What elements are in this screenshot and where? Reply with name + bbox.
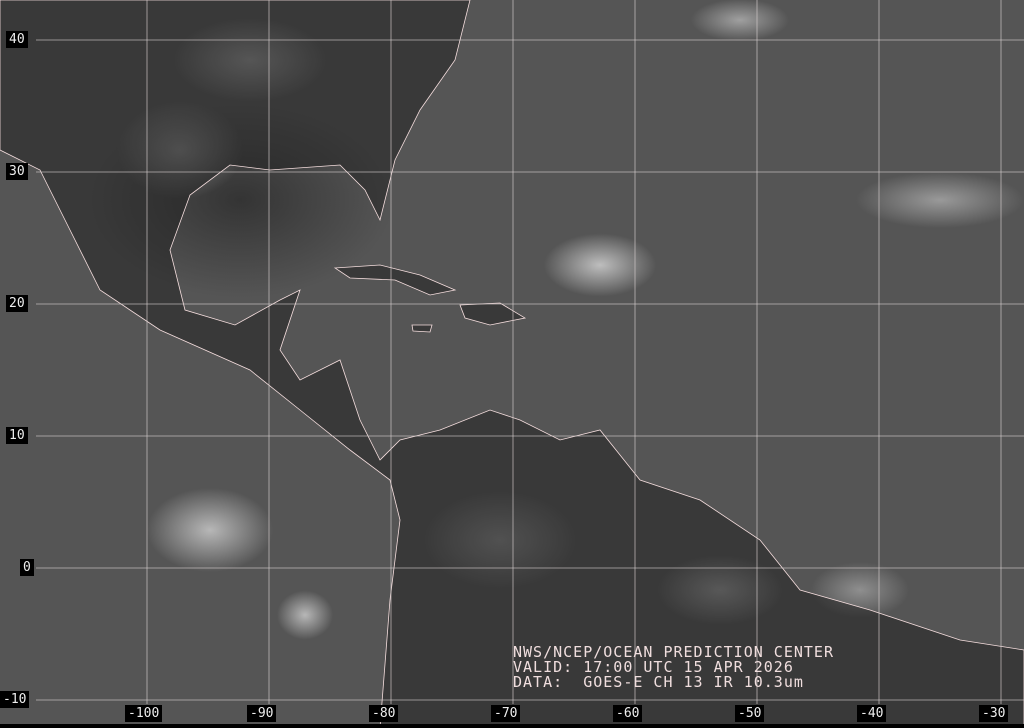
bottom-border <box>0 724 1024 728</box>
caption-line-1: NWS/NCEP/OCEAN PREDICTION CENTER <box>513 643 834 661</box>
latitude-label: 40 <box>6 31 28 48</box>
latitude-label: 30 <box>6 163 28 180</box>
latitude-label: 10 <box>6 427 28 444</box>
caption-line-2: VALID: 17:00 UTC 15 APR 2026 <box>513 658 794 676</box>
product-caption: NWS/NCEP/OCEAN PREDICTION CENTER VALID: … <box>513 645 834 690</box>
caption-line-3: DATA: GOES-E CH 13 IR 10.3um <box>513 673 804 691</box>
land-hispaniola <box>459 302 527 326</box>
longitude-label: -60 <box>613 705 643 722</box>
longitude-label: -100 <box>125 705 163 722</box>
longitude-label: -90 <box>247 705 277 722</box>
latitude-label: 20 <box>6 295 28 312</box>
land-jamaica <box>411 324 433 333</box>
longitude-label: -30 <box>979 705 1009 722</box>
longitude-label: -80 <box>369 705 399 722</box>
latitude-label: 0 <box>20 559 34 576</box>
latitude-label: -10 <box>0 691 30 708</box>
land-cuba <box>333 264 457 296</box>
longitude-label: -40 <box>857 705 887 722</box>
longitude-label: -50 <box>735 705 765 722</box>
longitude-label: -70 <box>491 705 521 722</box>
